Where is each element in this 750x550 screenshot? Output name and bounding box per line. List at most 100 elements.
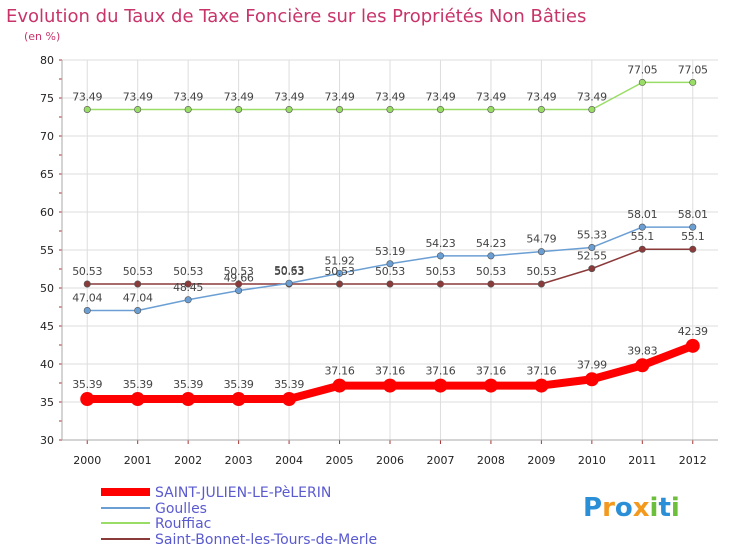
x-tick-label: 2007 <box>426 454 454 467</box>
data-point <box>588 243 596 251</box>
data-label: 37.16 <box>375 365 405 378</box>
data-label: 73.49 <box>274 90 304 103</box>
data-label: 58.01 <box>678 208 708 221</box>
data-point <box>332 378 347 393</box>
data-point <box>487 105 495 113</box>
data-point <box>181 392 196 407</box>
data-label: 73.49 <box>173 90 203 103</box>
x-tick-label: 2004 <box>275 454 303 467</box>
y-tick-label: 50 <box>40 282 54 295</box>
data-point <box>83 306 91 314</box>
y-tick-label: 45 <box>40 320 54 333</box>
data-point <box>134 306 142 314</box>
legend-entry-0: SAINT-JULIEN-LE-PèLERIN <box>155 485 331 501</box>
data-point <box>635 358 650 373</box>
data-point <box>336 269 344 277</box>
x-tick-label: 2011 <box>628 454 656 467</box>
data-point <box>436 252 444 260</box>
data-label: 54.23 <box>425 237 455 250</box>
logo-letter: r <box>602 493 615 523</box>
x-tick-label: 2010 <box>578 454 606 467</box>
logo-letter: i <box>650 493 659 523</box>
y-tick-label: 55 <box>40 244 54 257</box>
data-label: 55.33 <box>577 228 607 241</box>
data-point <box>83 105 91 113</box>
data-label: 37.16 <box>425 365 455 378</box>
y-tick-label: 70 <box>40 130 54 143</box>
x-tick-label: 2006 <box>376 454 404 467</box>
x-tick-label: 2000 <box>73 454 101 467</box>
data-point <box>235 105 243 113</box>
data-label: 77.05 <box>678 63 708 76</box>
x-tick-label: 2001 <box>124 454 152 467</box>
x-tick-label: 2008 <box>477 454 505 467</box>
axes: 30 35 40 45 50 55 60 65 70 75 80 2000 2001 2002 2003 20… <box>40 54 718 467</box>
y-tick-label: 60 <box>40 206 54 219</box>
logo-letter: t <box>658 493 670 523</box>
data-label: 50.53 <box>425 265 455 278</box>
data-label: 35.39 <box>173 378 203 391</box>
data-point <box>537 105 545 113</box>
data-label: 50.53 <box>274 265 304 278</box>
x-tick-label: 2009 <box>527 454 555 467</box>
logo-letter: P <box>583 493 602 523</box>
data-point <box>584 372 599 387</box>
data-label: 37.16 <box>476 365 506 378</box>
data-label: 50.63 <box>274 264 304 277</box>
data-label: 73.49 <box>476 90 506 103</box>
data-label: 35.39 <box>274 378 304 391</box>
data-point <box>386 105 394 113</box>
data-label: 37.99 <box>577 358 607 371</box>
data-label: 50.53 <box>72 265 102 278</box>
data-point <box>588 265 596 273</box>
data-label: 35.39 <box>123 378 153 391</box>
data-label: 52.55 <box>577 250 607 263</box>
data-point <box>184 296 192 304</box>
legend-entry-2: Rouffiac <box>155 516 211 532</box>
data-label: 50.53 <box>325 265 355 278</box>
data-label: 48.45 <box>173 281 203 294</box>
logo-letter: x <box>633 493 650 523</box>
data-point <box>134 105 142 113</box>
data-point <box>386 280 394 288</box>
data-point <box>130 392 145 407</box>
data-point <box>282 392 297 407</box>
data-label: 50.53 <box>526 265 556 278</box>
data-label: 49.66 <box>224 272 254 285</box>
logo-letter: o <box>615 493 633 523</box>
data-label: 73.49 <box>224 90 254 103</box>
data-label: 73.49 <box>425 90 455 103</box>
data-label: 39.83 <box>627 344 657 357</box>
data-point <box>184 105 192 113</box>
data-point <box>537 248 545 256</box>
data-point <box>285 105 293 113</box>
data-point <box>235 287 243 295</box>
data-point <box>534 378 549 393</box>
legend: SAINT-JULIEN-LE-PèLERINGoullesRouffiacSa… <box>101 485 377 548</box>
x-tick-label: 2003 <box>225 454 253 467</box>
legend-entry-1: Goulles <box>155 501 207 517</box>
data-label: 37.16 <box>325 365 355 378</box>
data-label: 54.79 <box>526 233 556 246</box>
data-label: 73.49 <box>123 90 153 103</box>
data-label: 55.1 <box>631 230 654 243</box>
data-point <box>689 245 697 253</box>
chart-subtitle: (en %) <box>24 30 60 43</box>
data-point <box>685 338 700 353</box>
data-point <box>483 378 498 393</box>
x-tick-label: 2002 <box>174 454 202 467</box>
data-point <box>638 245 646 253</box>
data-point <box>285 279 293 287</box>
data-label: 77.05 <box>627 63 657 76</box>
data-label: 50.53 <box>123 265 153 278</box>
chart-title: Evolution du Taux de Taxe Foncière sur l… <box>6 6 586 27</box>
data-point <box>433 378 448 393</box>
data-point <box>134 280 142 288</box>
grid <box>62 59 718 441</box>
data-label: 47.04 <box>123 291 153 304</box>
data-label: 58.01 <box>627 208 657 221</box>
data-label: 50.53 <box>224 265 254 278</box>
logo-letter: i <box>671 493 680 523</box>
data-label: 73.49 <box>577 90 607 103</box>
